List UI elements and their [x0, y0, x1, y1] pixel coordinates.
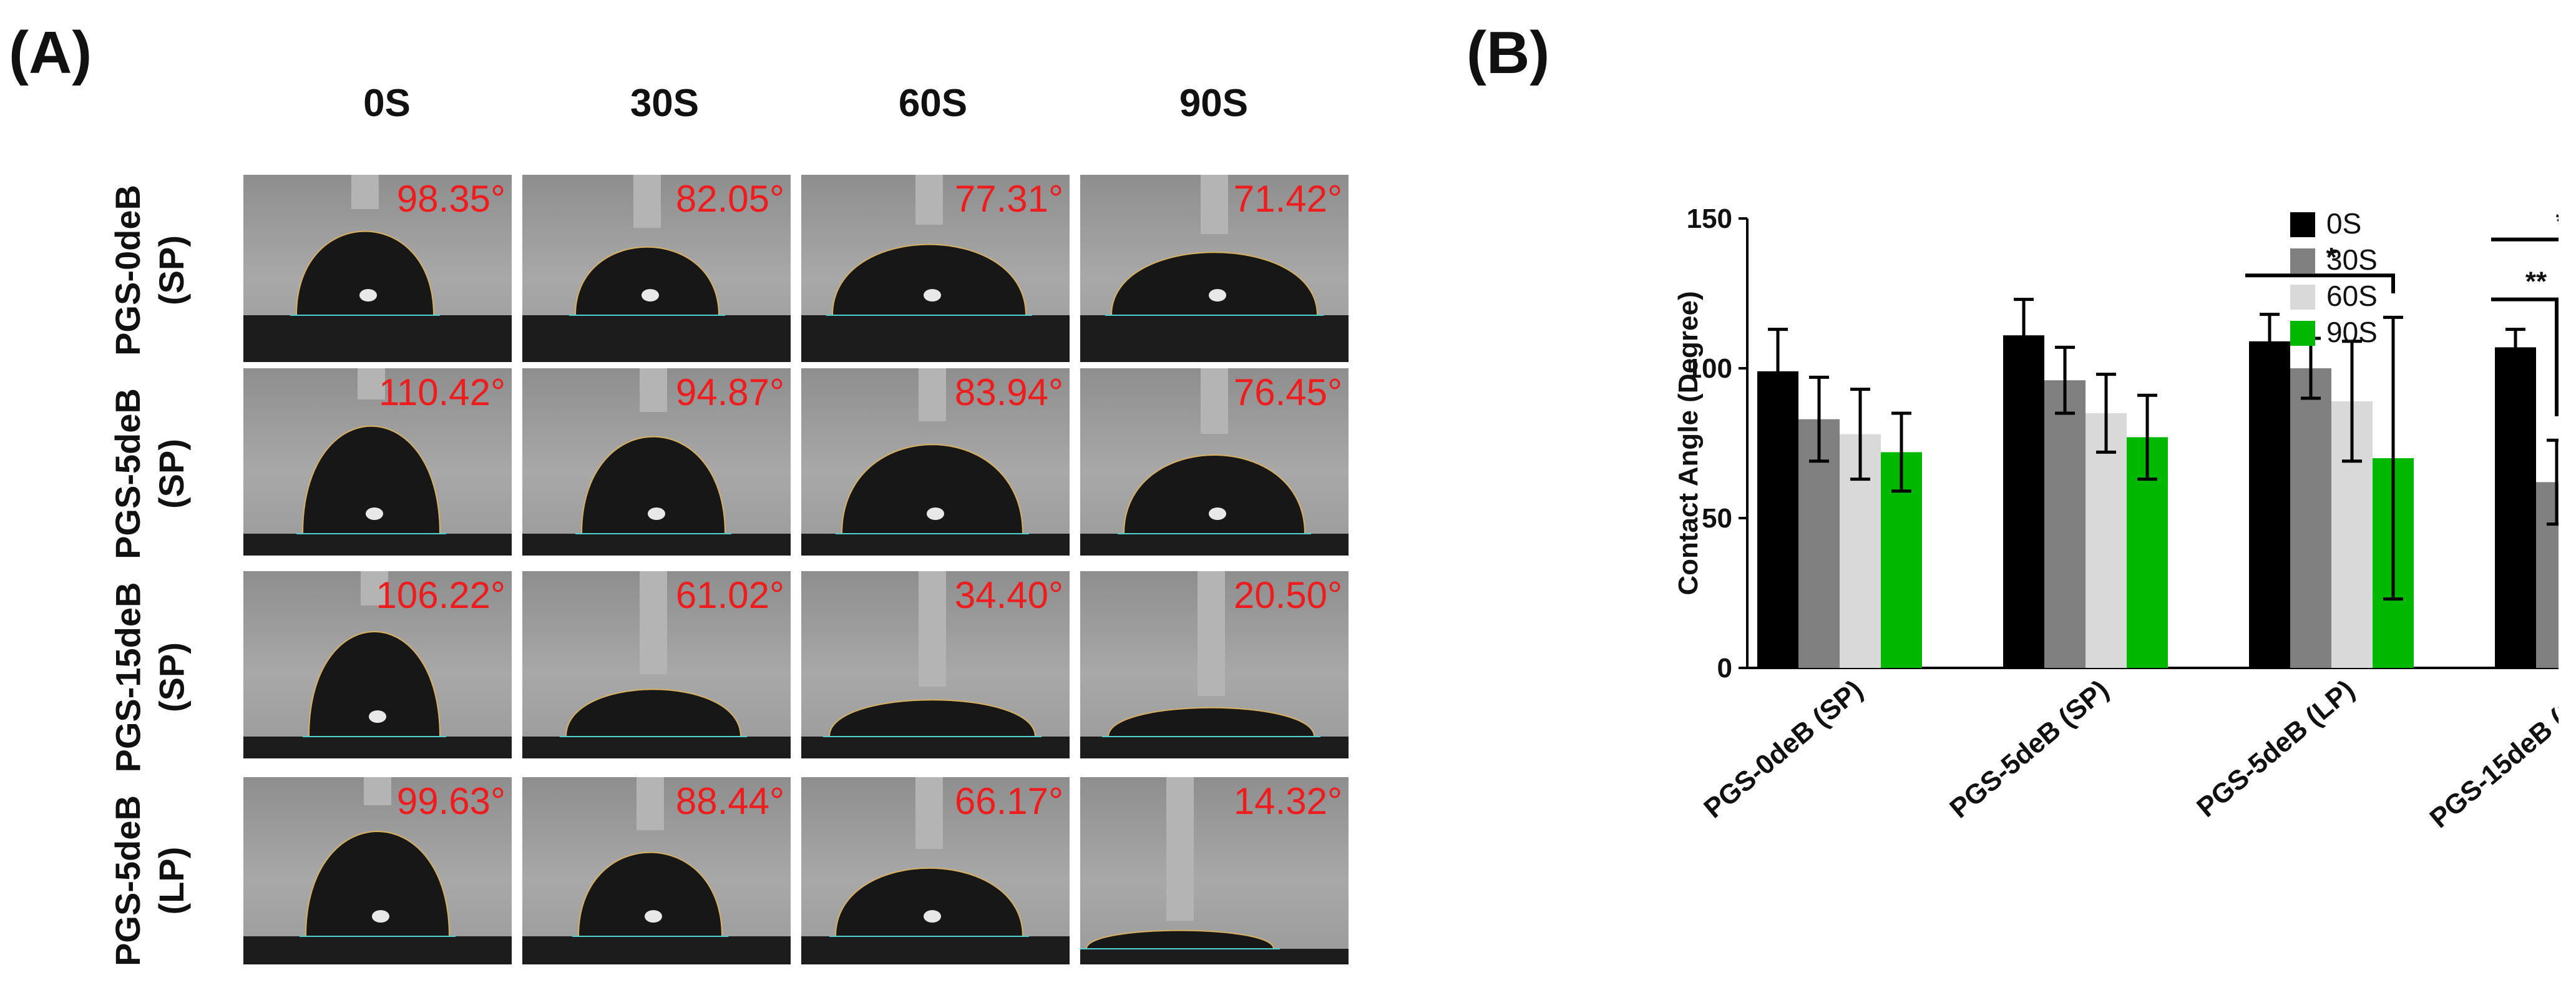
- droplet-image: 76.45°: [1080, 368, 1349, 556]
- bar-30s: [2536, 482, 2559, 668]
- contact-angle-value: 14.32°: [1233, 780, 1342, 822]
- row-label-line2: (SP): [151, 235, 191, 306]
- bar-30s: [2044, 380, 2086, 668]
- panel-a-label: (A): [9, 19, 92, 86]
- legend-label: 0S: [2326, 207, 2361, 240]
- droplet-image: 34.40°: [801, 571, 1070, 758]
- contact-angle-value: 77.31°: [954, 178, 1063, 220]
- row-label-line1: PGS-15deB: [108, 582, 147, 773]
- x-category-label: PGS-5deB (LP): [2191, 674, 2360, 823]
- droplet-image: 98.35°: [243, 175, 512, 362]
- x-category-label: PGS-0deB (SP): [1698, 674, 1868, 824]
- time-header-0s: 0S: [363, 82, 411, 125]
- droplet-image: 94.87°: [522, 368, 791, 556]
- droplet-image: 83.94°: [801, 368, 1070, 556]
- droplet-image: 110.42°: [243, 368, 512, 556]
- legend-swatch-90s: [2290, 321, 2315, 346]
- contact-angle-value: 94.87°: [675, 371, 784, 413]
- contact-angle-value: 110.42°: [378, 371, 505, 413]
- significance-label: **: [2525, 267, 2547, 297]
- contact-angle-value: 82.05°: [675, 178, 784, 220]
- contact-angle-value: 99.63°: [396, 780, 505, 822]
- contact-angle-value: 71.42°: [1233, 178, 1342, 220]
- droplet-image: 71.42°: [1080, 175, 1349, 362]
- legend-swatch-30s: [2290, 248, 2315, 273]
- row-label-line1: PGS-5deB: [107, 795, 147, 966]
- contact-angle-value: 34.40°: [954, 574, 1063, 616]
- row-label-line2: (SP): [151, 439, 191, 509]
- contact-angle-value: 83.94°: [954, 371, 1063, 413]
- contact-angle-value: 20.50°: [1233, 574, 1342, 616]
- x-category-label: PGS-5deB (SP): [1944, 674, 2114, 824]
- y-tick-label: 100: [1687, 353, 1732, 384]
- droplet-image: 20.50°: [1080, 571, 1349, 758]
- droplet-image: 99.63°: [243, 777, 512, 964]
- legend-label: 60S: [2326, 280, 2378, 312]
- droplet-image: 82.05°: [522, 175, 791, 362]
- droplet-image: 106.22°: [243, 571, 512, 758]
- legend-swatch-60s: [2290, 285, 2315, 310]
- droplet-image: 77.31°: [801, 175, 1070, 362]
- droplet-image: 14.32°: [1080, 777, 1349, 964]
- legend-label: 90S: [2326, 316, 2378, 348]
- row-label-pgs-15deb-sp: PGS-15deB (SP): [56, 576, 243, 779]
- droplet-image: 88.44°: [522, 777, 791, 964]
- legend-label: 30S: [2326, 243, 2378, 276]
- panel-b-label: (B): [1466, 19, 1550, 86]
- row-label-pgs-5deb-lp: PGS-5deB (LP): [56, 779, 243, 983]
- bar-0s: [1757, 371, 1798, 668]
- contact-angle-value: 66.17°: [954, 780, 1063, 822]
- droplet-image: 66.17°: [801, 777, 1070, 964]
- significance-label: *: [2326, 242, 2337, 273]
- contact-angle-value: 98.35°: [396, 178, 505, 220]
- bar-60s: [2086, 413, 2127, 668]
- bar-0s: [2003, 335, 2044, 668]
- row-label-line2: (LP): [151, 846, 191, 915]
- y-tick-label: 0: [1717, 653, 1732, 684]
- row-label-pgs-0deb-sp: PGS-0deB (SP): [56, 169, 243, 372]
- row-label-pgs-5deb-sp: PGS-5deB (SP): [56, 372, 243, 576]
- contact-angle-value: 61.02°: [675, 574, 784, 616]
- y-tick-label: 50: [1702, 503, 1732, 534]
- contact-angle-value: 88.44°: [675, 780, 784, 822]
- x-category-label: PGS-15deB (SP): [2424, 674, 2559, 834]
- significance-label: ****: [2556, 207, 2559, 237]
- y-tick-label: 150: [1687, 203, 1732, 234]
- bar-30s: [2290, 368, 2331, 668]
- row-label-line1: PGS-5deB: [107, 388, 147, 559]
- contact-angle-value: 106.22°: [376, 574, 505, 616]
- bar-0s: [2495, 347, 2536, 668]
- row-label-line1: PGS-0deB: [107, 185, 147, 356]
- contact-angle-bar-chart: 0 50 100 150 Contact Angle (Degree) PGS-0deB …: [1673, 203, 2559, 834]
- droplet-image: 61.02°: [522, 571, 791, 758]
- time-header-30s: 30S: [630, 82, 700, 125]
- row-label-line2: (SP): [152, 642, 191, 712]
- y-axis-label: Contact Angle (Degree): [1673, 291, 1704, 595]
- contact-angle-value: 76.45°: [1233, 371, 1342, 413]
- legend-swatch-0s: [2290, 212, 2315, 237]
- time-header-60s: 60S: [898, 82, 968, 125]
- time-header-90s: 90S: [1179, 82, 1249, 125]
- bar-0s: [2249, 341, 2290, 668]
